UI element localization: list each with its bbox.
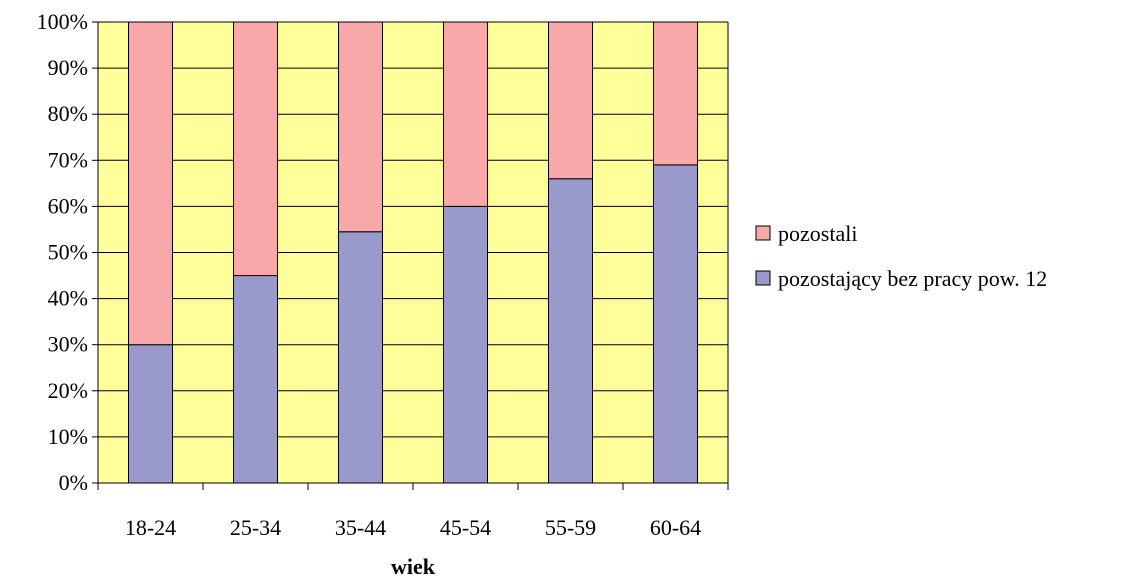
- y-tick-label: 50%: [48, 240, 88, 265]
- y-tick-label: 80%: [48, 101, 88, 126]
- bar-segment: [548, 178, 593, 484]
- bars: [128, 21, 698, 484]
- bar-segment: [443, 21, 488, 207]
- axes: 0% 10% 20% 30% 40% 50% 60% 70% 80% 90% 100% 18-24 25…: [37, 9, 729, 540]
- plot-area: [98, 21, 729, 484]
- x-tick-label: 55-59: [545, 515, 596, 540]
- legend: pozostali pozostający bez pracy pow. 12: [755, 221, 1047, 291]
- x-tick-label: 25-34: [230, 515, 281, 540]
- bar-segment: [128, 21, 173, 346]
- y-tick-label: 40%: [48, 286, 88, 311]
- bar-segment: [128, 344, 173, 484]
- bar-segment: [443, 205, 488, 484]
- y-tick-label: 60%: [48, 193, 88, 218]
- y-tick-label: 0%: [59, 470, 88, 495]
- y-tick-label: 100%: [37, 9, 88, 34]
- legend-label: pozostający bez pracy pow. 12: [778, 266, 1047, 291]
- y-tick-label: 90%: [48, 55, 88, 80]
- y-tick-label: 70%: [48, 147, 88, 172]
- x-axis-title: wiek: [391, 554, 436, 579]
- y-tick-label: 20%: [48, 378, 88, 403]
- x-tick-label: 18-24: [125, 515, 176, 540]
- legend-swatch: [755, 270, 771, 286]
- x-tick-label: 60-64: [650, 515, 701, 540]
- bar-segment: [338, 231, 383, 484]
- x-tick-label: 45-54: [440, 515, 491, 540]
- bar-segment: [653, 21, 698, 166]
- bar-segment: [338, 21, 383, 233]
- bar-segment: [233, 21, 278, 277]
- legend-swatch: [755, 225, 771, 241]
- bar-segment: [548, 21, 593, 180]
- bar-segment: [233, 275, 278, 484]
- y-tick-label: 10%: [48, 424, 88, 449]
- y-tick-label: 30%: [48, 332, 88, 357]
- x-tick-label: 35-44: [335, 515, 386, 540]
- legend-label: pozostali: [778, 221, 857, 246]
- bar-segment: [653, 164, 698, 484]
